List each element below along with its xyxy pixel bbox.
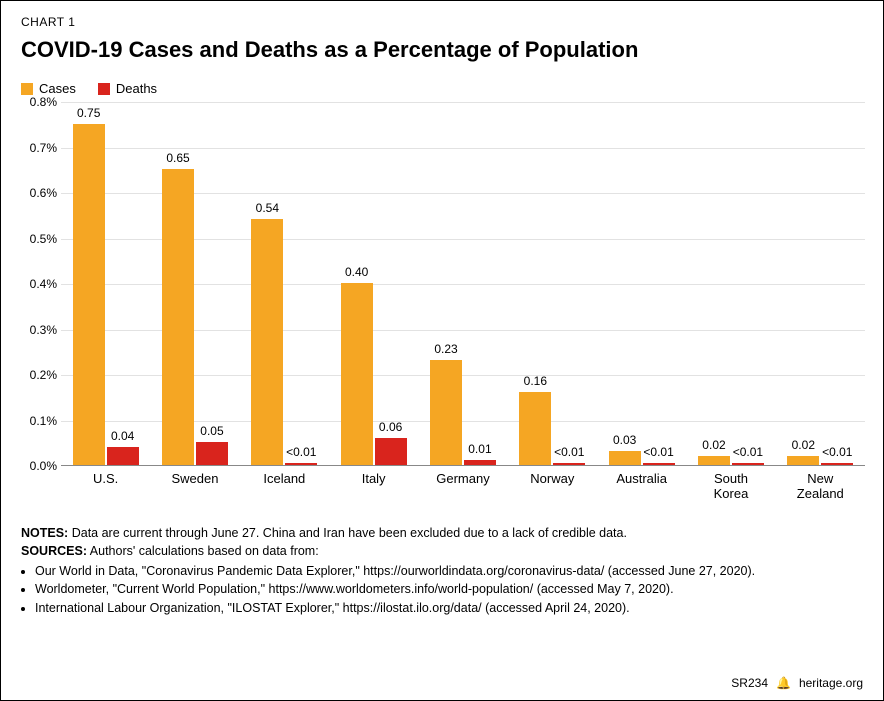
footer-code: SR234 bbox=[731, 676, 768, 690]
bar-label-deaths: 0.01 bbox=[468, 442, 491, 456]
notes-label: NOTES: bbox=[21, 526, 68, 540]
y-tick-label: 0.4% bbox=[21, 277, 57, 291]
legend-swatch-cases bbox=[21, 83, 33, 95]
x-category-label: Iceland bbox=[240, 466, 329, 502]
bar-cases bbox=[341, 283, 373, 465]
bar-label-deaths: <0.01 bbox=[733, 445, 763, 459]
chart-number-label: CHART 1 bbox=[21, 15, 863, 29]
x-category-label: Italy bbox=[329, 466, 418, 502]
bar-label-cases: 0.02 bbox=[792, 438, 815, 452]
y-tick-label: 0.5% bbox=[21, 232, 57, 246]
notes-section: NOTES: Data are current through June 27.… bbox=[21, 524, 863, 617]
bar-deaths bbox=[553, 463, 585, 465]
y-tick-label: 0.3% bbox=[21, 323, 57, 337]
source-item: Our World in Data, "Coronavirus Pandemic… bbox=[35, 562, 863, 580]
bar-cases bbox=[251, 219, 283, 465]
bar-label-deaths: <0.01 bbox=[643, 445, 673, 459]
bar-deaths bbox=[464, 460, 496, 465]
x-category-label: U.S. bbox=[61, 466, 150, 502]
bar-label-deaths: <0.01 bbox=[822, 445, 852, 459]
bar-label-cases: 0.16 bbox=[524, 374, 547, 388]
sources-intro: Authors' calculations based on data from… bbox=[90, 544, 319, 558]
legend-item-deaths: Deaths bbox=[98, 81, 157, 96]
bar-cases bbox=[519, 392, 551, 465]
bar-deaths bbox=[732, 463, 764, 465]
source-item: International Labour Organization, "ILOS… bbox=[35, 599, 863, 617]
bar-deaths bbox=[107, 447, 139, 465]
x-category-label: NewZealand bbox=[776, 466, 865, 502]
bar-deaths bbox=[821, 463, 853, 465]
bar-cases bbox=[162, 169, 194, 465]
bar-deaths bbox=[196, 442, 228, 465]
bar-label-cases: 0.65 bbox=[166, 151, 189, 165]
bar-label-deaths: <0.01 bbox=[286, 445, 316, 459]
bar-cases bbox=[787, 456, 819, 465]
sources-label: SOURCES: bbox=[21, 544, 87, 558]
x-category-label: Norway bbox=[508, 466, 597, 502]
bar-group: 0.03 <0.01 bbox=[597, 102, 686, 465]
legend-swatch-deaths bbox=[98, 83, 110, 95]
bar-cases bbox=[73, 124, 105, 465]
bar-group: 0.23 0.01 bbox=[418, 102, 507, 465]
bar-group: 0.65 0.05 bbox=[150, 102, 239, 465]
bar-label-cases: 0.23 bbox=[434, 342, 457, 356]
y-tick-label: 0.1% bbox=[21, 414, 57, 428]
sources-list: Our World in Data, "Coronavirus Pandemic… bbox=[35, 562, 863, 616]
footer-site: heritage.org bbox=[799, 676, 863, 690]
y-tick-label: 0.8% bbox=[21, 95, 57, 109]
x-category-label: SouthKorea bbox=[686, 466, 775, 502]
x-category-label: Sweden bbox=[150, 466, 239, 502]
bars-layer: 0.75 0.04 0.65 0.05 0.54 <0.01 0.40 0.06 0.23 0.0… bbox=[61, 102, 865, 465]
legend-item-cases: Cases bbox=[21, 81, 76, 96]
y-tick-label: 0.0% bbox=[21, 459, 57, 473]
footer: SR234 🔔 heritage.org bbox=[731, 676, 863, 690]
legend-label: Deaths bbox=[116, 81, 157, 96]
x-category-label: Australia bbox=[597, 466, 686, 502]
bell-icon: 🔔 bbox=[776, 676, 791, 690]
bar-group: 0.02 <0.01 bbox=[686, 102, 775, 465]
chart: 0.0%0.1%0.2%0.3%0.4%0.5%0.6%0.7%0.8% 0.7… bbox=[21, 102, 865, 502]
y-tick-label: 0.7% bbox=[21, 141, 57, 155]
x-axis: U.S.SwedenIcelandItalyGermanyNorwayAustr… bbox=[61, 466, 865, 502]
bar-label-cases: 0.54 bbox=[256, 201, 279, 215]
bar-label-cases: 0.02 bbox=[702, 438, 725, 452]
bar-label-deaths: 0.05 bbox=[200, 424, 223, 438]
y-tick-label: 0.2% bbox=[21, 368, 57, 382]
bar-label-cases: 0.75 bbox=[77, 106, 100, 120]
legend-label: Cases bbox=[39, 81, 76, 96]
bar-cases bbox=[609, 451, 641, 465]
bar-group: 0.54 <0.01 bbox=[240, 102, 329, 465]
bar-group: 0.02 <0.01 bbox=[776, 102, 865, 465]
bar-deaths bbox=[375, 438, 407, 465]
bar-cases bbox=[430, 360, 462, 465]
bar-group: 0.75 0.04 bbox=[61, 102, 150, 465]
plot-area: 0.75 0.04 0.65 0.05 0.54 <0.01 0.40 0.06 0.23 0.0… bbox=[61, 102, 865, 466]
bar-label-deaths: 0.04 bbox=[111, 429, 134, 443]
bar-group: 0.16 <0.01 bbox=[508, 102, 597, 465]
y-tick-label: 0.6% bbox=[21, 186, 57, 200]
bar-deaths bbox=[285, 463, 317, 465]
bar-label-cases: 0.03 bbox=[613, 433, 636, 447]
legend: Cases Deaths bbox=[21, 81, 863, 96]
source-item: Worldometer, "Current World Population,"… bbox=[35, 580, 863, 598]
bar-label-deaths: <0.01 bbox=[554, 445, 584, 459]
bar-group: 0.40 0.06 bbox=[329, 102, 418, 465]
bar-deaths bbox=[643, 463, 675, 465]
x-category-label: Germany bbox=[418, 466, 507, 502]
bar-label-deaths: 0.06 bbox=[379, 420, 402, 434]
bar-cases bbox=[698, 456, 730, 465]
notes-text: Data are current through June 27. China … bbox=[72, 526, 627, 540]
bar-label-cases: 0.40 bbox=[345, 265, 368, 279]
page-title: COVID-19 Cases and Deaths as a Percentag… bbox=[21, 37, 863, 63]
